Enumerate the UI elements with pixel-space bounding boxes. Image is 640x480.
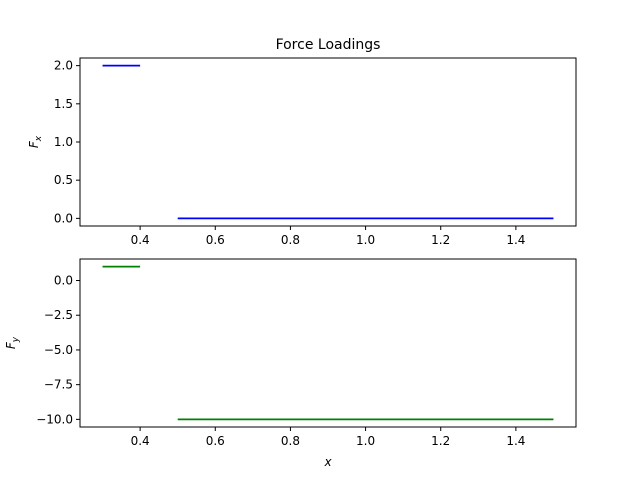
y-tick-label: −2.5 <box>44 308 73 322</box>
x-tick-label: 0.4 <box>131 233 150 247</box>
y-tick-label: 0.5 <box>54 173 73 187</box>
y-tick-label: −10.0 <box>36 412 73 426</box>
plot-frame <box>79 258 577 428</box>
x-tick-label: 0.8 <box>281 434 300 448</box>
y-axis-label-main: F <box>27 140 41 148</box>
x-tick-label: 1.4 <box>506 434 525 448</box>
x-tick-label: 0.8 <box>281 233 300 247</box>
x-tick-label: 0.6 <box>206 233 225 247</box>
x-tick-label: 1.0 <box>356 434 375 448</box>
y-axis-label-sub: y <box>11 336 21 343</box>
subplot-fy: 0.4 0.6 0.8 1.0 1.2 1.4 0.0−2.5−5.0−7.5−10.0 … <box>4 258 577 469</box>
x-ticks: 0.4 0.6 0.8 1.0 1.2 1.4 <box>131 427 525 448</box>
x-ticks: 0.4 0.6 0.8 1.0 1.2 1.4 <box>131 226 525 247</box>
y-ticks: 0.0 −2.5 −5.0 −7.5 −10.0 <box>36 274 80 426</box>
x-tick-label: 1.2 <box>431 434 450 448</box>
x-tick-label: 1.4 <box>506 233 525 247</box>
series-fy <box>102 265 554 421</box>
x-tick-label: 0.6 <box>206 434 225 448</box>
x-tick-label: 0.4 <box>131 434 150 448</box>
x-tick-label: 1.2 <box>431 233 450 247</box>
y-tick-label: 1.0 <box>54 135 73 149</box>
y-ticks: 0.0 0.5 1.0 1.5 2.0 <box>54 59 80 225</box>
x-axis-label: x <box>323 455 332 469</box>
y-tick-label: 0.0 <box>54 274 73 288</box>
y-axis-label: Fy <box>4 336 21 349</box>
y-tick-label: −7.5 <box>44 378 73 392</box>
y-axis-label-main: F <box>4 341 18 349</box>
y-axis-label: Fx <box>27 135 44 148</box>
y-axis-label-sub: x <box>34 135 44 142</box>
x-tick-label: 1.0 <box>356 233 375 247</box>
y-tick-label: 0.0 <box>54 211 73 225</box>
chart-title: Force Loadings <box>276 37 381 53</box>
y-tick-label: 1.5 <box>54 97 73 111</box>
y-tick-label: 2.0 <box>54 59 73 73</box>
subplot-fx: 0.4 0.6 0.8 1.0 1.2 1.4 0.0 0.5 1.0 1.5 2.0 Fx <box>27 57 577 247</box>
y-tick-label: −5.0 <box>44 343 73 357</box>
series-fx <box>102 64 554 220</box>
